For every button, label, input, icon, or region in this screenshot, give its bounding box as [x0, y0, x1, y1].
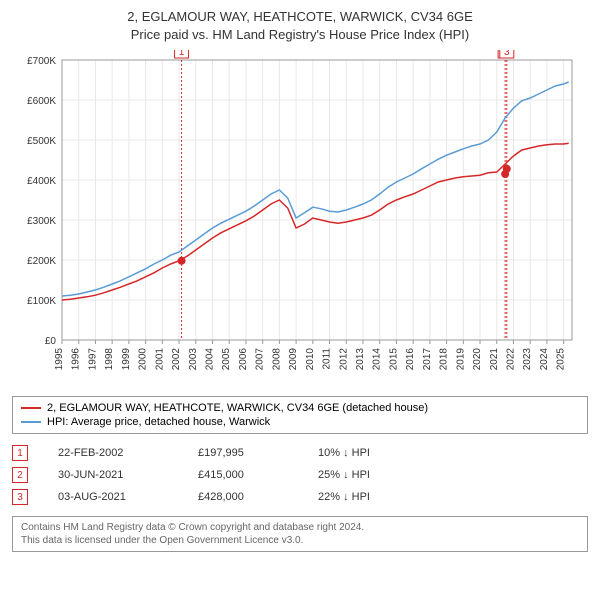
marker-badge-1: 1 — [12, 445, 28, 461]
legend-label-price-paid: 2, EGLAMOUR WAY, HEATHCOTE, WARWICK, CV3… — [47, 402, 428, 414]
svg-text:2023: 2023 — [522, 348, 533, 371]
svg-text:2003: 2003 — [188, 348, 199, 371]
svg-text:2005: 2005 — [221, 348, 232, 371]
svg-text:2014: 2014 — [372, 348, 383, 371]
marker-badge-2: 2 — [12, 467, 28, 483]
svg-text:£400K: £400K — [27, 176, 56, 187]
svg-text:2015: 2015 — [388, 348, 399, 371]
marker-row-1: 1 22-FEB-2002 £197,995 10% ↓ HPI — [12, 442, 588, 464]
svg-text:2025: 2025 — [556, 348, 567, 371]
chart-subtitle: Price paid vs. HM Land Registry's House … — [12, 26, 588, 44]
legend-box: 2, EGLAMOUR WAY, HEATHCOTE, WARWICK, CV3… — [12, 396, 588, 434]
svg-text:2008: 2008 — [271, 348, 282, 371]
svg-text:2022: 2022 — [505, 348, 516, 371]
svg-text:2016: 2016 — [405, 348, 416, 371]
legend-row-hpi: HPI: Average price, detached house, Warw… — [21, 415, 579, 429]
marker-date-2: 30-JUN-2021 — [58, 469, 168, 481]
svg-text:1997: 1997 — [87, 348, 98, 371]
marker-price-1: £197,995 — [198, 447, 288, 459]
svg-text:£100K: £100K — [27, 296, 56, 307]
svg-text:£500K: £500K — [27, 136, 56, 147]
svg-text:2007: 2007 — [255, 348, 266, 371]
svg-text:2018: 2018 — [439, 348, 450, 371]
svg-text:2024: 2024 — [539, 348, 550, 371]
svg-text:2000: 2000 — [138, 348, 149, 371]
svg-text:2006: 2006 — [238, 348, 249, 371]
svg-text:2011: 2011 — [322, 348, 333, 370]
svg-text:1: 1 — [179, 50, 185, 58]
svg-text:1995: 1995 — [54, 348, 65, 371]
marker-price-3: £428,000 — [198, 491, 288, 503]
marker-date-1: 22-FEB-2002 — [58, 447, 168, 459]
svg-text:1996: 1996 — [71, 348, 82, 371]
svg-text:£700K: £700K — [27, 56, 56, 67]
chart-title: 2, EGLAMOUR WAY, HEATHCOTE, WARWICK, CV3… — [12, 8, 588, 26]
svg-text:£600K: £600K — [27, 96, 56, 107]
svg-text:2009: 2009 — [288, 348, 299, 371]
svg-text:2019: 2019 — [455, 348, 466, 371]
footer-line-2: This data is licensed under the Open Gov… — [21, 534, 579, 547]
svg-text:£200K: £200K — [27, 256, 56, 267]
svg-text:2021: 2021 — [489, 348, 500, 371]
svg-text:2012: 2012 — [338, 348, 349, 371]
svg-text:2004: 2004 — [204, 348, 215, 371]
legend-row-price-paid: 2, EGLAMOUR WAY, HEATHCOTE, WARWICK, CV3… — [21, 401, 579, 415]
marker-pct-3: 22% ↓ HPI — [318, 491, 418, 503]
marker-row-3: 3 03-AUG-2021 £428,000 22% ↓ HPI — [12, 486, 588, 508]
chart-svg: £0 £100K £200K £300K £400K £500K £600K £700K 199… — [12, 50, 588, 390]
marker-row-2: 2 30-JUN-2021 £415,000 25% ↓ HPI — [12, 464, 588, 486]
chart-plot-area: £0 £100K £200K £300K £400K £500K £600K £700K 199… — [12, 50, 588, 390]
markers-table: 1 22-FEB-2002 £197,995 10% ↓ HPI 2 30-JU… — [12, 442, 588, 508]
svg-text:£300K: £300K — [27, 216, 56, 227]
svg-text:2020: 2020 — [472, 348, 483, 371]
legend-swatch-price-paid — [21, 407, 41, 409]
legend-label-hpi: HPI: Average price, detached house, Warw… — [47, 416, 270, 428]
svg-text:£0: £0 — [45, 336, 57, 347]
svg-text:1998: 1998 — [104, 348, 115, 371]
chart-container: 2, EGLAMOUR WAY, HEATHCOTE, WARWICK, CV3… — [0, 0, 600, 560]
svg-text:2010: 2010 — [305, 348, 316, 371]
marker-badge-3: 3 — [12, 489, 28, 505]
marker-pct-2: 25% ↓ HPI — [318, 469, 418, 481]
footer-attribution: Contains HM Land Registry data © Crown c… — [12, 516, 588, 552]
legend-swatch-hpi — [21, 421, 41, 423]
svg-text:2013: 2013 — [355, 348, 366, 371]
svg-text:1999: 1999 — [121, 348, 132, 371]
marker-price-2: £415,000 — [198, 469, 288, 481]
footer-line-1: Contains HM Land Registry data © Crown c… — [21, 521, 579, 534]
svg-text:2002: 2002 — [171, 348, 182, 371]
marker-date-3: 03-AUG-2021 — [58, 491, 168, 503]
svg-text:3: 3 — [504, 50, 510, 58]
marker-pct-1: 10% ↓ HPI — [318, 447, 418, 459]
svg-text:2017: 2017 — [422, 348, 433, 371]
svg-text:2001: 2001 — [154, 348, 165, 371]
title-block: 2, EGLAMOUR WAY, HEATHCOTE, WARWICK, CV3… — [12, 8, 588, 44]
